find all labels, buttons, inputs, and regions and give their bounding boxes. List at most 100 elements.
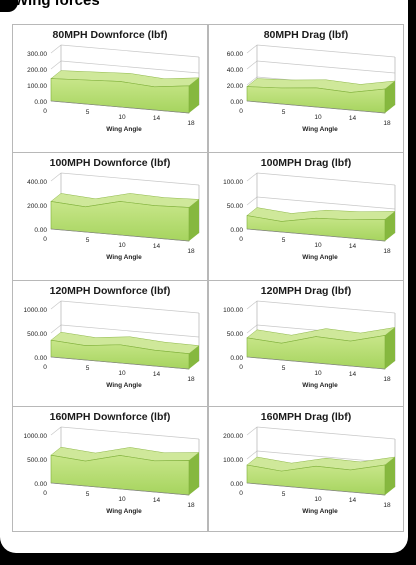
y-tick-label: 20.00 [227, 83, 244, 90]
chart-panel: 100MPH Drag (lbf) 100.00 50.00 0.00 0 5 10 14 18… [208, 152, 404, 282]
gridline-depth [246, 426, 258, 436]
gridline-depth [50, 324, 62, 334]
x-tick-label: 18 [383, 248, 391, 255]
x-axis [246, 228, 386, 242]
y-tick-label: 100.00 [223, 179, 243, 186]
chart-svg: 400.00 200.00 0.00 0 5 10 14 18 Wing Angle [27, 172, 200, 261]
x-tick-label: 0 [239, 364, 243, 371]
gridline-depth [246, 172, 258, 182]
gridline-depth [50, 44, 62, 54]
y-tick-label: 100.00 [27, 83, 47, 90]
chart-svg: 300.00 200.00 100.00 0.00 0 5 10 14 18 Wing Angle [27, 44, 200, 133]
gridline-depth [246, 324, 258, 334]
chart-title: 100MPH Drag (lbf) [260, 157, 352, 169]
gridline-depth [246, 44, 258, 54]
x-tick-label: 10 [314, 114, 322, 121]
chart-title: 160MPH Drag (lbf) [260, 411, 352, 423]
x-axis [246, 100, 386, 114]
y-tick-label: 0.00 [34, 99, 47, 106]
x-axis-title: Wing Angle [302, 126, 338, 133]
x-tick-label: 5 [282, 109, 286, 116]
page-heading: Wing forces [14, 0, 100, 9]
gridline [256, 60, 396, 74]
y-tick-label: 500.00 [27, 457, 47, 464]
y-tick-label: 100.00 [223, 457, 243, 464]
x-tick-label: 14 [349, 243, 357, 250]
gridline-depth [50, 300, 62, 310]
chart-panel: 80MPH Downforce (lbf) 300.00 200.00 100.00 0… [12, 24, 208, 154]
chart-title: 80MPH Drag (lbf) [263, 29, 349, 41]
chart-panel: 80MPH Drag (lbf) 60.00 40.00 20.00 0.00 0 5 10 1… [208, 24, 404, 154]
x-tick-label: 10 [314, 242, 322, 249]
gridline [60, 426, 200, 440]
x-tick-label: 10 [314, 370, 322, 377]
x-tick-label: 0 [43, 236, 47, 243]
chart-svg: 100.00 50.00 0.00 0 5 10 14 18 Wing Angle [223, 172, 396, 261]
gridline-depth [246, 76, 258, 86]
y-tick-label: 0.00 [34, 355, 47, 362]
x-axis-title: Wing Angle [106, 382, 142, 389]
x-tick-label: 18 [187, 502, 195, 509]
x-axis-title: Wing Angle [302, 382, 338, 389]
chart-panel: 100MPH Downforce (lbf) 400.00 200.00 0.00 0 5… [12, 152, 208, 282]
y-tick-label: 300.00 [27, 51, 47, 58]
y-tick-label: 0.00 [230, 481, 243, 488]
x-tick-label: 0 [43, 490, 47, 497]
area-series [246, 464, 386, 496]
area-side-face [385, 457, 395, 495]
y-tick-label: 200.00 [27, 203, 47, 210]
gridline [60, 60, 200, 74]
x-tick-label: 5 [86, 491, 90, 498]
y-tick-label: 0.00 [230, 99, 243, 106]
chart-title: 120MPH Downforce (lbf) [49, 285, 171, 297]
chart-svg: 100.00 50.00 0.00 0 5 10 14 18 Wing Angle [223, 300, 396, 389]
area-side-face [385, 81, 395, 113]
gridline-depth [50, 60, 62, 70]
chart-panel: 160MPH Drag (lbf) 200.00 100.00 0.00 0 5 10 14 1… [208, 406, 404, 532]
y-tick-label: 1000.00 [24, 307, 48, 314]
y-tick-label: 50.00 [227, 331, 244, 338]
gridline [60, 300, 200, 314]
chart-title: 80MPH Downforce (lbf) [52, 29, 168, 41]
y-tick-label: 0.00 [230, 227, 243, 234]
chart-title: 160MPH Downforce (lbf) [49, 411, 171, 423]
y-tick-label: 0.00 [34, 481, 47, 488]
gridline-depth [246, 196, 258, 206]
x-axis [246, 482, 386, 496]
x-axis [50, 356, 190, 370]
area-side-face [385, 211, 395, 241]
x-tick-label: 5 [86, 237, 90, 244]
x-tick-label: 5 [86, 365, 90, 372]
x-axis-title: Wing Angle [106, 126, 142, 133]
x-tick-label: 14 [349, 497, 357, 504]
x-axis [50, 482, 190, 496]
chart-panel: 120MPH Drag (lbf) 100.00 50.00 0.00 0 5 10 14 18… [208, 280, 404, 408]
x-tick-label: 14 [153, 497, 161, 504]
x-tick-label: 5 [282, 365, 286, 372]
chart-svg: 200.00 100.00 0.00 0 5 10 14 18 Wing Angle [223, 426, 396, 515]
x-tick-label: 0 [239, 236, 243, 243]
y-tick-label: 50.00 [227, 203, 244, 210]
y-tick-label: 0.00 [230, 355, 243, 362]
x-axis-title: Wing Angle [106, 508, 142, 515]
y-tick-label: 200.00 [223, 433, 243, 440]
x-tick-label: 18 [187, 248, 195, 255]
x-tick-label: 18 [187, 376, 195, 383]
x-tick-label: 10 [118, 242, 126, 249]
chart-svg: 60.00 40.00 20.00 0.00 0 5 10 14 18 Wing Angle [227, 44, 396, 133]
x-tick-label: 18 [383, 376, 391, 383]
x-tick-label: 14 [153, 243, 161, 250]
gridline [60, 172, 200, 186]
x-tick-label: 0 [43, 364, 47, 371]
chart-panel: 160MPH Downforce (lbf) 1000.00 500.00 0.00 0… [12, 406, 208, 532]
x-tick-label: 10 [118, 370, 126, 377]
x-tick-label: 18 [383, 120, 391, 127]
x-tick-label: 14 [153, 371, 161, 378]
x-axis [50, 100, 190, 114]
x-tick-label: 0 [43, 108, 47, 115]
gridline-depth [50, 426, 62, 436]
area-side-face [189, 199, 199, 241]
x-axis-title: Wing Angle [302, 508, 338, 515]
gridline [256, 426, 396, 440]
x-tick-label: 0 [239, 108, 243, 115]
